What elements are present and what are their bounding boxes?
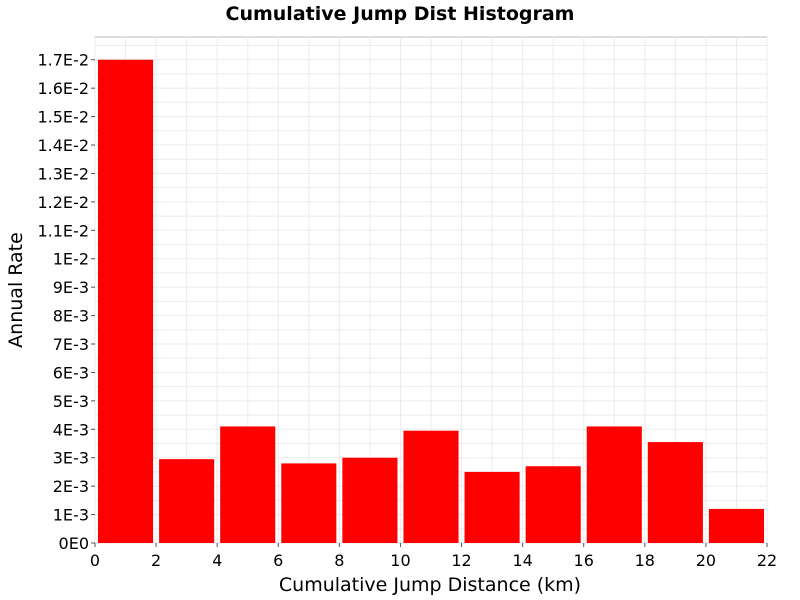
x-tick-label: 0 [90, 551, 100, 570]
y-tick-label: 1E-2 [53, 250, 89, 269]
histogram-bar [525, 466, 581, 543]
bars [98, 59, 764, 543]
y-tick-label: 1.7E-2 [37, 51, 89, 70]
histogram-bar [647, 442, 703, 543]
x-tick-label: 10 [390, 551, 410, 570]
histogram-bar [708, 508, 764, 543]
y-tick-label: 1.2E-2 [37, 193, 89, 212]
y-tick-label: 1.3E-2 [37, 164, 89, 183]
x-tick-label: 8 [334, 551, 344, 570]
y-tick-label: 9E-3 [53, 278, 89, 297]
x-axis-label: Cumulative Jump Distance (km) [279, 574, 581, 596]
x-tick-label: 18 [635, 551, 655, 570]
histogram-bar [220, 426, 276, 543]
y-tick-label: 2E-3 [53, 477, 89, 496]
y-tick-label: 1E-3 [53, 506, 89, 525]
grid [94, 37, 768, 544]
x-tick-label: 12 [451, 551, 471, 570]
histogram-bar [586, 426, 642, 543]
histogram-bar [98, 59, 154, 543]
y-axis-label: Annual Rate [5, 232, 27, 348]
x-tick-label: 16 [574, 551, 594, 570]
y-tick-label: 1.6E-2 [37, 79, 89, 98]
histogram-bar [281, 463, 337, 543]
y-tick-label: 4E-3 [53, 420, 89, 439]
y-tick-label: 0E0 [59, 534, 89, 553]
x-axis-ticks: 0 2 4 6 8 10 12 14 16 18 20 22 [90, 543, 777, 570]
y-tick-label: 3E-3 [53, 449, 89, 468]
histogram-bar [403, 430, 459, 543]
x-tick-label: 14 [512, 551, 532, 570]
y-tick-label: 8E-3 [53, 307, 89, 326]
histogram-bar [464, 471, 520, 543]
x-tick-label: 6 [273, 551, 283, 570]
histogram-bar [342, 457, 398, 543]
y-axis-ticks: 0E0 1E-3 2E-3 3E-3 4E-3 5E-3 6E-3 7E-3 8E-3 9E-3 1… [37, 51, 95, 553]
x-tick-label: 22 [757, 551, 777, 570]
x-tick-label: 4 [212, 551, 222, 570]
y-tick-label: 1.4E-2 [37, 136, 89, 155]
y-tick-label: 7E-3 [53, 335, 89, 354]
y-tick-label: 1.1E-2 [37, 221, 89, 240]
y-tick-label: 5E-3 [53, 392, 89, 411]
x-tick-label: 2 [151, 551, 161, 570]
chart-title: Cumulative Jump Dist Histogram [226, 3, 575, 25]
y-tick-label: 1.5E-2 [37, 108, 89, 127]
histogram-bar [159, 459, 215, 543]
x-tick-label: 20 [696, 551, 716, 570]
y-tick-label: 6E-3 [53, 363, 89, 382]
